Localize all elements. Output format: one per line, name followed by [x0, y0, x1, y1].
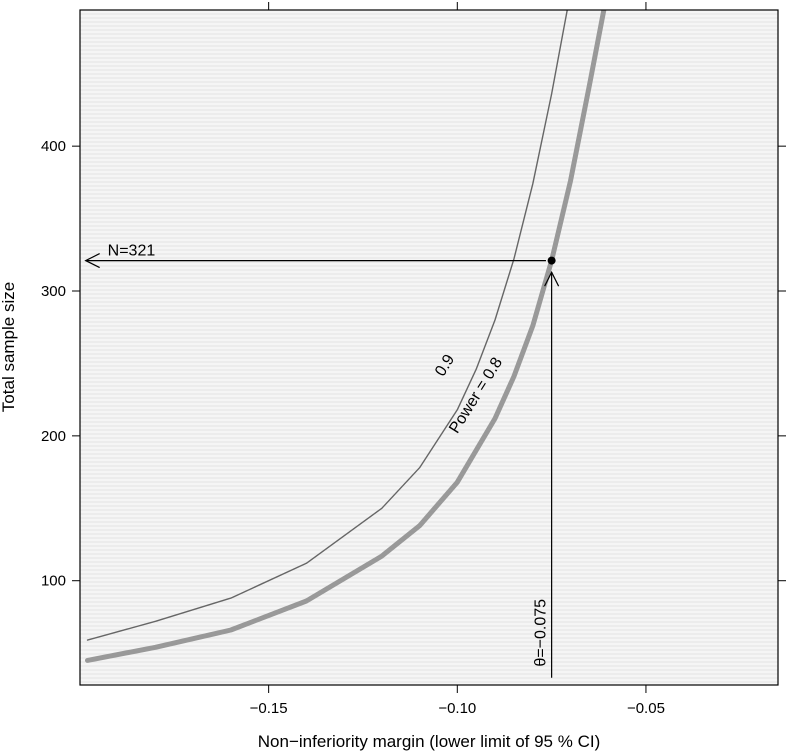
y-tick-label: 400 — [41, 138, 66, 155]
x-tick-label: −0.05 — [627, 700, 665, 717]
x-tick-label: −0.10 — [438, 700, 476, 717]
n-arrow-head — [84, 253, 100, 269]
x-axis-label: Non−inferiority margin (lower limit of 9… — [258, 732, 600, 751]
series-line-1 — [85, 10, 607, 663]
y-tick-label: 300 — [41, 283, 66, 300]
y-axis-label: Total sample size — [0, 282, 18, 412]
n-label: N=321 — [108, 243, 156, 260]
theta-arrow-head — [544, 270, 560, 287]
series-line-0 — [86, 10, 568, 641]
x-tick-label: −0.15 — [250, 700, 288, 717]
y-tick-label: 200 — [41, 428, 66, 445]
axis-tick-labels: −0.15 −0.10 −0.05 100 200 300 400 — [41, 138, 665, 717]
theta-label: θ=−0.075 — [533, 599, 550, 667]
axis-ticks — [72, 2, 786, 693]
plot-frame — [79, 9, 779, 686]
plot-background — [80, 10, 778, 685]
y-tick-label: 100 — [41, 573, 66, 590]
series-layer — [85, 10, 607, 663]
intersection-point — [547, 256, 556, 265]
